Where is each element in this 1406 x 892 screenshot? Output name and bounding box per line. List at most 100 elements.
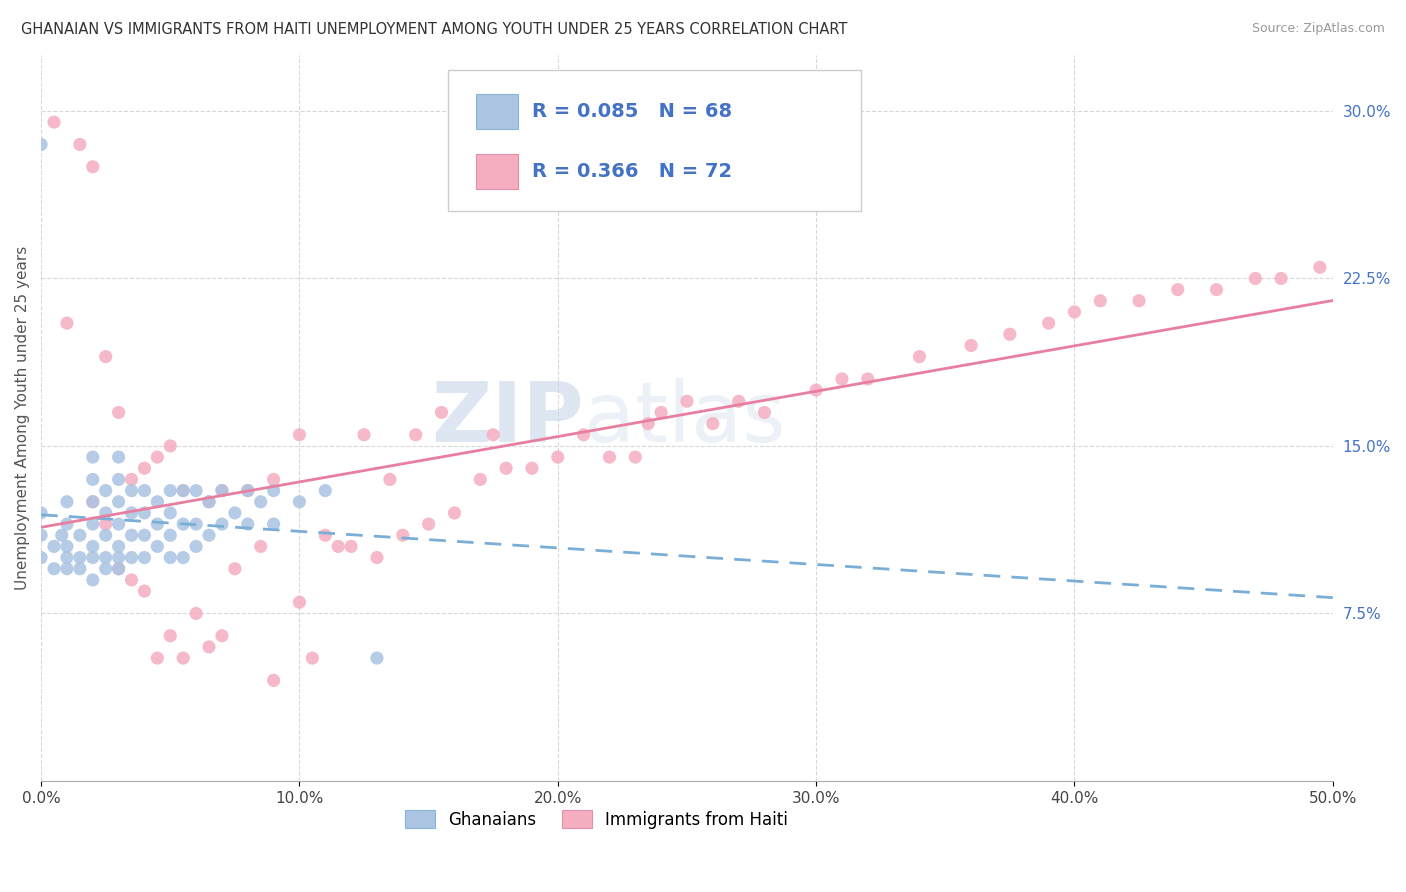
Point (804, 383, 827, 397)
Point (1090, 293, 1112, 308)
Text: Source: ZipAtlas.com: Source: ZipAtlas.com (1251, 22, 1385, 36)
Text: R = 0.085   N = 68: R = 0.085 N = 68 (531, 103, 733, 121)
Point (134, 584, 156, 599)
Point (159, 483, 181, 498)
Point (172, 550, 194, 565)
Point (960, 338, 983, 352)
Point (1244, 271, 1267, 285)
Point (340, 540, 363, 554)
Point (624, 450, 647, 464)
Point (908, 350, 931, 364)
Point (107, 562, 129, 576)
Point (353, 427, 375, 442)
Point (249, 540, 271, 554)
Bar (477, 153, 517, 189)
Point (42, 540, 65, 554)
Point (391, 528, 413, 542)
Point (443, 506, 465, 520)
Point (831, 372, 853, 386)
Point (82, 573, 104, 587)
Point (69, 562, 91, 576)
Point (56, 517, 79, 532)
Point (159, 506, 181, 520)
Text: R = 0.366   N = 72: R = 0.366 N = 72 (531, 161, 733, 181)
Point (288, 495, 311, 509)
Point (94, 528, 117, 542)
Point (598, 450, 620, 464)
Point (146, 651, 169, 665)
Point (121, 528, 143, 542)
Point (1038, 316, 1060, 330)
Point (1167, 283, 1189, 297)
Point (184, 517, 207, 532)
Point (134, 461, 156, 475)
Point (314, 483, 336, 498)
Point (121, 483, 143, 498)
Y-axis label: Unemployment Among Youth under 25 years: Unemployment Among Youth under 25 years (15, 246, 30, 591)
Point (94, 562, 117, 576)
Point (172, 483, 194, 498)
Point (211, 629, 233, 643)
Point (1270, 271, 1292, 285)
Point (198, 495, 221, 509)
Point (56, 562, 79, 576)
Point (236, 483, 259, 498)
Point (56, 550, 79, 565)
Point (30, 137, 52, 152)
Point (30, 550, 52, 565)
Point (184, 540, 207, 554)
Point (82, 472, 104, 486)
Bar (477, 95, 517, 129)
Point (263, 483, 285, 498)
Point (547, 450, 569, 464)
Point (82, 550, 104, 565)
Point (121, 506, 143, 520)
Point (198, 495, 221, 509)
Point (82, 495, 104, 509)
Point (159, 550, 181, 565)
Point (121, 573, 143, 587)
Point (211, 483, 233, 498)
Point (56, 495, 79, 509)
Point (856, 372, 879, 386)
Point (121, 472, 143, 486)
Point (69, 528, 91, 542)
Point (301, 651, 323, 665)
Point (146, 540, 169, 554)
Point (1205, 283, 1227, 297)
Point (366, 550, 388, 565)
Point (146, 450, 169, 464)
FancyBboxPatch shape (449, 70, 862, 211)
Point (676, 394, 699, 409)
Point (134, 506, 156, 520)
Point (30, 528, 52, 542)
Point (107, 540, 129, 554)
Point (1309, 260, 1331, 275)
Point (94, 483, 117, 498)
Point (224, 506, 246, 520)
Point (314, 528, 336, 542)
Point (94, 350, 117, 364)
Point (366, 651, 388, 665)
Point (430, 405, 453, 419)
Point (650, 405, 672, 419)
Point (42, 562, 65, 576)
Point (405, 427, 427, 442)
Point (107, 550, 129, 565)
Point (56, 540, 79, 554)
Point (159, 439, 181, 453)
Point (94, 550, 117, 565)
Point (30, 506, 52, 520)
Point (482, 427, 505, 442)
Point (94, 517, 117, 532)
Text: GHANAIAN VS IMMIGRANTS FROM HAITI UNEMPLOYMENT AMONG YOUTH UNDER 25 YEARS CORREL: GHANAIAN VS IMMIGRANTS FROM HAITI UNEMPL… (21, 22, 848, 37)
Point (211, 517, 233, 532)
Point (159, 528, 181, 542)
Point (998, 327, 1021, 342)
Point (1128, 293, 1150, 308)
Point (637, 417, 659, 431)
Point (134, 550, 156, 565)
Point (378, 472, 401, 486)
Point (1063, 305, 1085, 319)
Point (172, 483, 194, 498)
